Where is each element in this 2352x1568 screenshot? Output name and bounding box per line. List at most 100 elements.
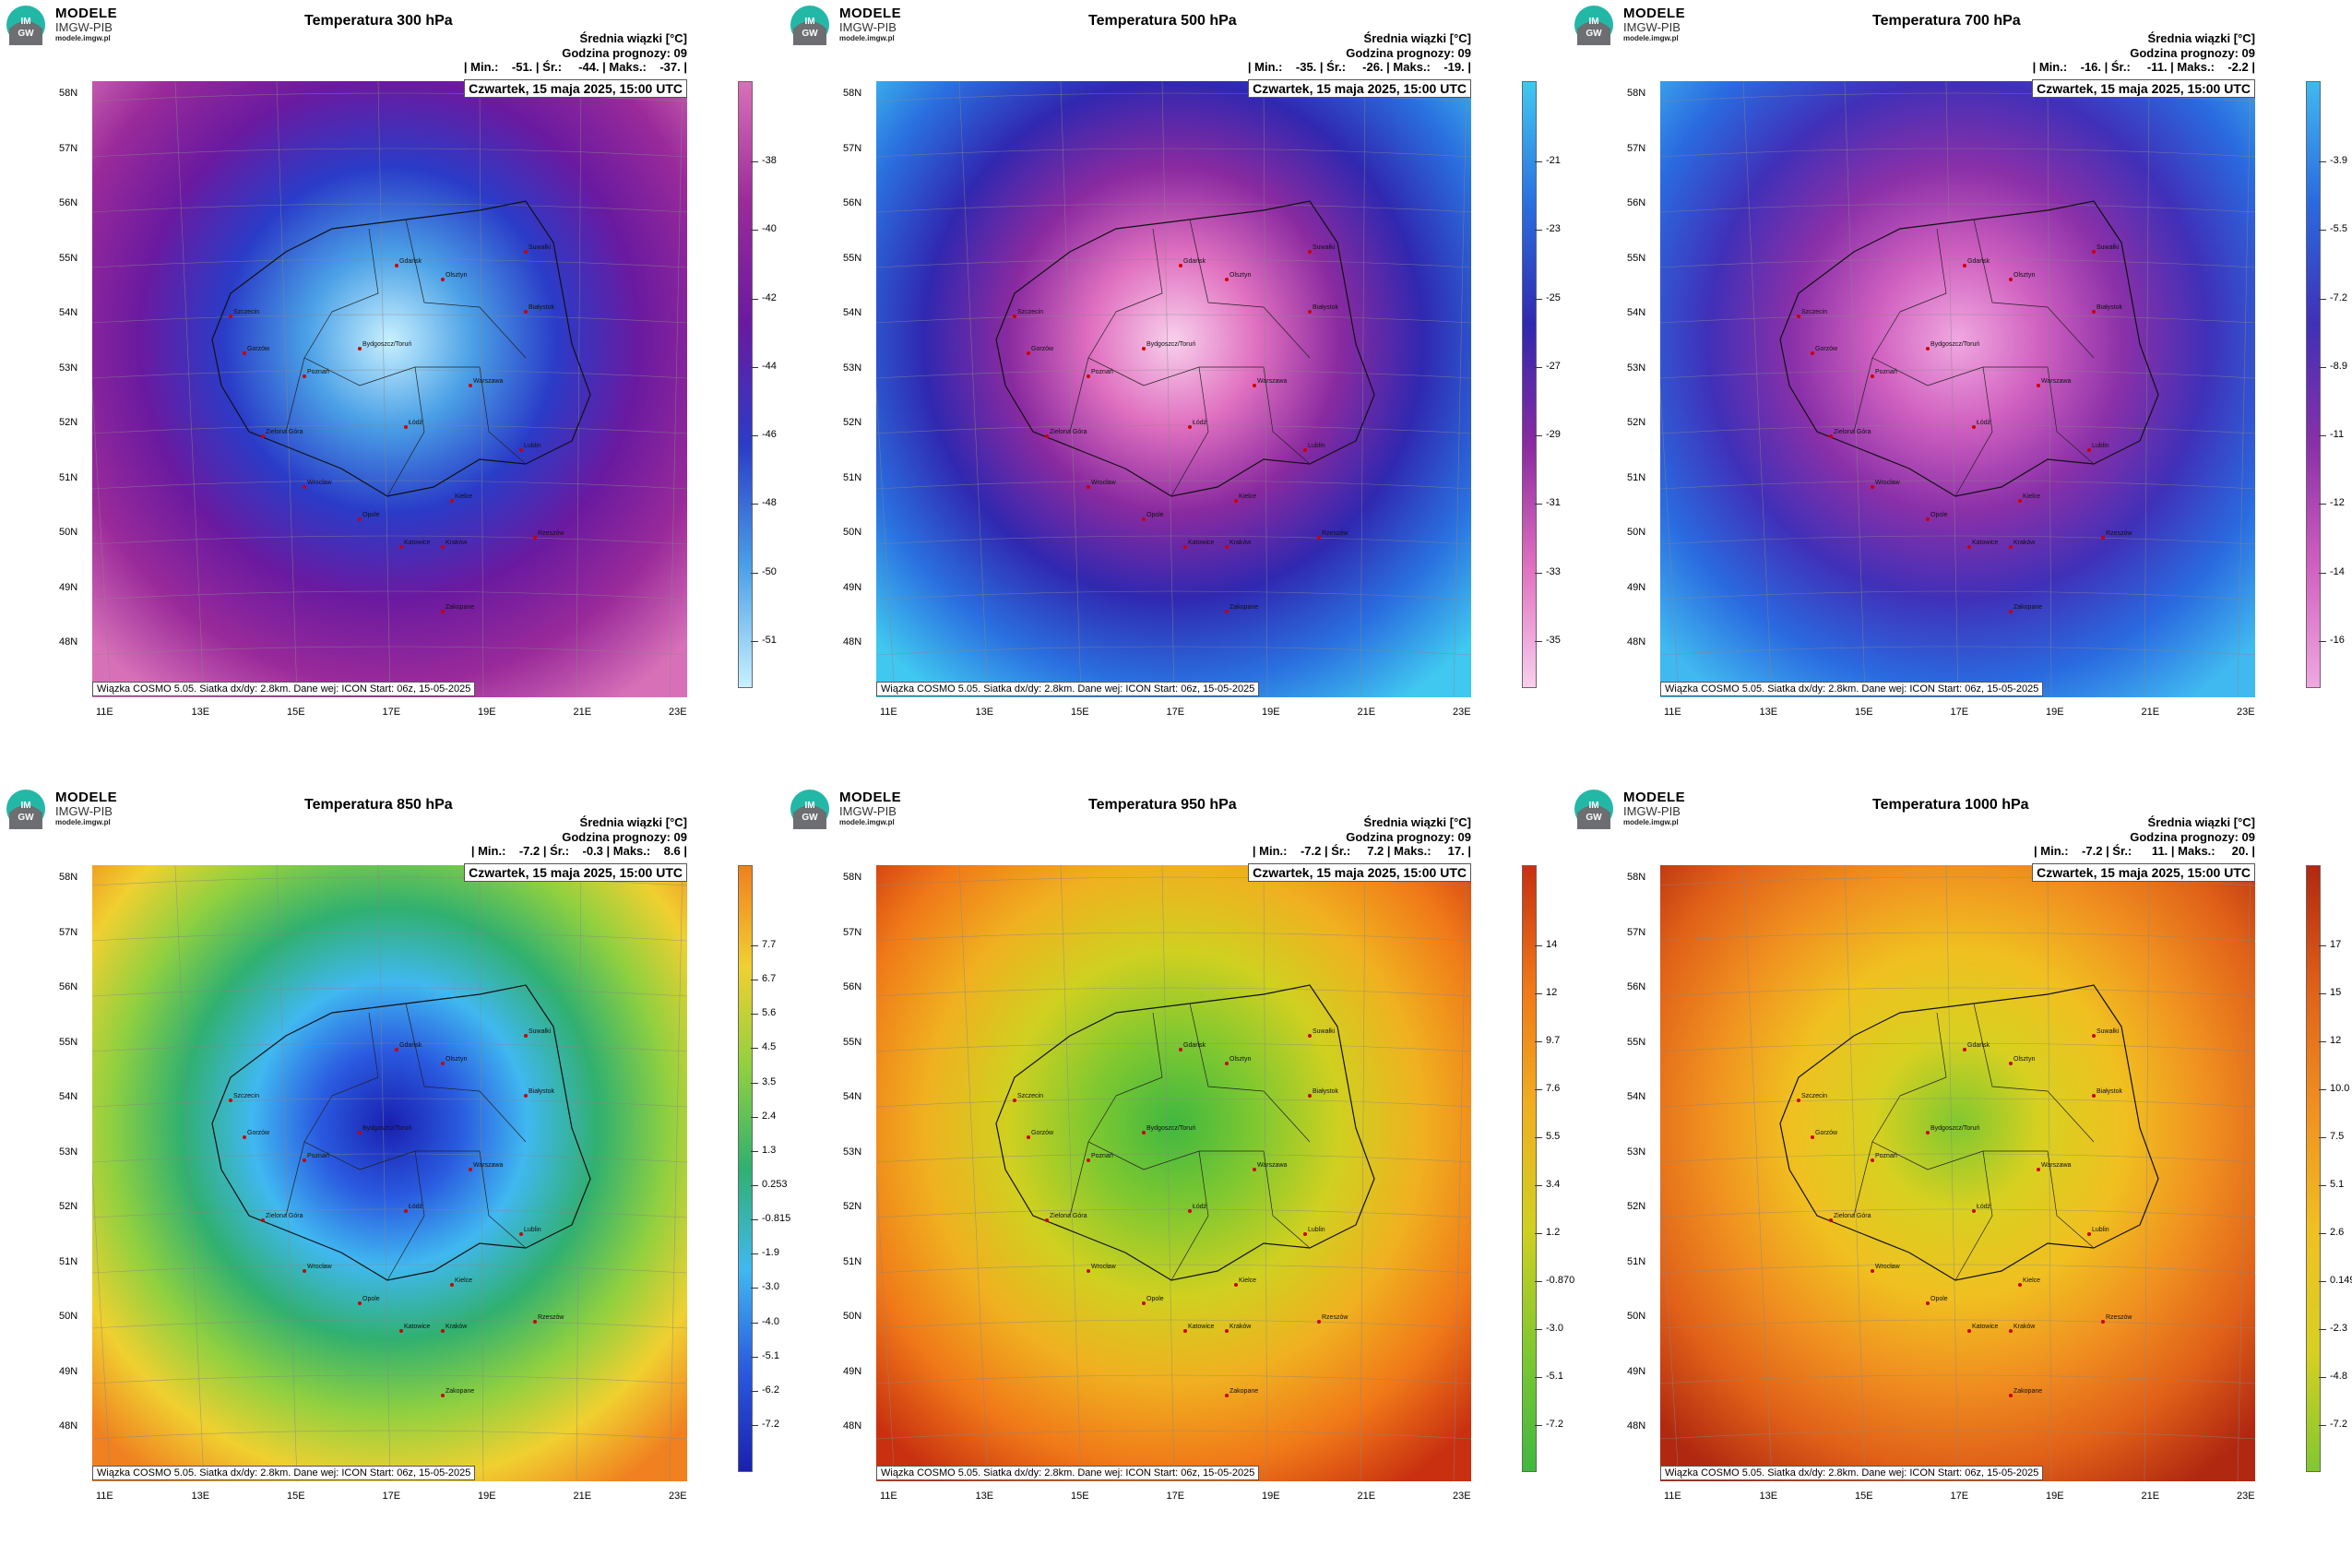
colorbar-tick-label: -4.0 xyxy=(751,1315,779,1327)
city-marker xyxy=(1188,1209,1192,1213)
city-marker xyxy=(1225,278,1229,281)
colorbar-tick-label: 14 xyxy=(1534,939,1558,950)
svg-text:GW: GW xyxy=(802,29,818,39)
brand-url: modele.imgw.pl xyxy=(55,34,111,42)
forecast-panel: IM GW MODELE IMGW-PIB modele.imgw.pl Temperat… xyxy=(0,0,784,784)
imgw-logo: IM GW xyxy=(1574,790,1613,829)
latitude-label: 52N xyxy=(59,1201,78,1212)
latitude-label: 50N xyxy=(59,527,78,538)
longitude-label: 21E xyxy=(2141,1491,2160,1502)
city-marker xyxy=(303,1158,306,1162)
city-label: Rzeszów xyxy=(538,1314,564,1321)
longitude-label: 17E xyxy=(1950,707,1969,718)
colorbar-tick-label: 1.3 xyxy=(750,1144,777,1156)
longitude-label: 11E xyxy=(1664,707,1681,718)
city-marker xyxy=(229,1099,232,1102)
brand-subtitle: IMGW-PIB xyxy=(839,804,897,818)
temperature-map: Gdańsk Olsztyn Białystok Bydgoszcz/Toruń Szc… xyxy=(1660,865,2255,1481)
city-marker xyxy=(469,384,472,387)
latitude-label: 50N xyxy=(843,1311,862,1322)
city-label: Lublin xyxy=(2092,443,2109,449)
longitude-label: 17E xyxy=(1950,1491,1969,1502)
city-label: Gdańsk xyxy=(1967,1042,1990,1049)
brand-url: modele.imgw.pl xyxy=(55,818,111,826)
city-label: Warszawa xyxy=(473,1162,504,1169)
colorbar-tick-label: -11 xyxy=(2318,429,2345,441)
brand-title: MODELE xyxy=(1623,790,1686,805)
city-label: Katowice xyxy=(404,1324,431,1330)
forecast-hour-label: Godzina prognozy: 09 xyxy=(562,830,687,844)
longitude-label: 21E xyxy=(2141,707,2160,718)
longitude-label: 11E xyxy=(880,1491,897,1502)
city-marker xyxy=(2092,250,2096,254)
stats-line: | Min.: -35. | Śr.: -26. | Maks.: -19. | xyxy=(1247,60,1471,74)
city-label: Gorzów xyxy=(247,346,270,352)
city-marker xyxy=(1142,1301,1146,1305)
latitude-label: 50N xyxy=(843,527,862,538)
city-marker xyxy=(2009,278,2013,281)
ensemble-mean-label: Średnia wiązki [°C] xyxy=(2147,815,2255,829)
city-label: Łódź xyxy=(1977,420,1991,426)
model-footer: Wiązka COSMO 5.05. Siatka dx/dy: 2.8km. … xyxy=(92,1466,476,1480)
city-label: Bydgoszcz/Toruń xyxy=(1146,1125,1195,1132)
longitude-label: 19E xyxy=(478,707,496,718)
colorbar-tick-label: -48 xyxy=(751,497,777,509)
latitude-label: 52N xyxy=(1627,1201,1646,1212)
colorbar-tick-label: -50 xyxy=(751,565,777,577)
city-marker xyxy=(1234,499,1238,503)
city-label: Szczecin xyxy=(1017,1093,1043,1099)
colorbar-tick-label: -44 xyxy=(751,360,777,372)
city-label: Suwałki xyxy=(2097,244,2120,251)
city-marker xyxy=(2037,384,2040,387)
city-marker xyxy=(358,517,362,521)
city-label: Białystok xyxy=(529,1088,555,1095)
city-label: Wrocław xyxy=(1091,1264,1117,1270)
latitude-label: 55N xyxy=(843,252,862,264)
colorbar-tick-label: -21 xyxy=(1535,155,1561,166)
longitude-label: 19E xyxy=(478,1491,496,1502)
latitude-label: 53N xyxy=(59,362,78,374)
city-marker xyxy=(519,1232,523,1236)
colorbar-tick-label: -16 xyxy=(2319,635,2345,646)
city-marker xyxy=(1303,448,1307,452)
latitude-label: 53N xyxy=(1627,362,1646,374)
latitude-label: 57N xyxy=(59,142,78,154)
latitude-label: 57N xyxy=(1627,926,1646,938)
city-label: Kraków xyxy=(1229,1324,1252,1330)
svg-text:IM: IM xyxy=(804,17,814,27)
city-label: Szczecin xyxy=(233,1093,259,1099)
city-marker xyxy=(1225,1062,1229,1065)
city-marker xyxy=(243,1135,246,1139)
city-label: Białystok xyxy=(1313,1088,1339,1095)
latitude-label: 50N xyxy=(1627,1311,1646,1322)
city-label: Poznań xyxy=(307,1153,329,1159)
city-marker xyxy=(1797,315,1800,318)
latitude-label: 57N xyxy=(59,926,78,938)
city-marker xyxy=(399,545,403,549)
city-marker xyxy=(1871,374,1874,378)
city-marker xyxy=(2009,610,2013,613)
brand-url: modele.imgw.pl xyxy=(1623,818,1679,826)
city-marker xyxy=(229,315,232,318)
city-marker xyxy=(1871,485,1874,489)
city-label: Gdańsk xyxy=(399,1042,422,1049)
latitude-label: 54N xyxy=(843,1091,862,1102)
city-label: Gdańsk xyxy=(1183,258,1206,265)
panel-title: Temperatura 700 hPa xyxy=(1872,13,2021,29)
city-label: Rzeszów xyxy=(2106,1314,2132,1321)
ensemble-mean-label: Średnia wiązki [°C] xyxy=(1363,31,1471,45)
city-marker xyxy=(1871,1269,1874,1273)
city-marker xyxy=(1811,351,1814,355)
valid-date: Czwartek, 15 maja 2025, 15:00 UTC xyxy=(1248,863,1471,882)
longitude-label: 23E xyxy=(2237,707,2255,718)
latitude-label: 53N xyxy=(843,362,862,374)
latitude-label: 56N xyxy=(59,197,78,208)
longitude-label: 19E xyxy=(1262,707,1280,718)
city-label: Zielona Góra xyxy=(1834,1213,1871,1219)
city-marker xyxy=(1926,1301,1930,1305)
city-label: Opole xyxy=(362,1296,380,1302)
longitude-label: 23E xyxy=(1453,707,1471,718)
longitude-label: 15E xyxy=(1855,707,1873,718)
city-marker xyxy=(441,278,445,281)
city-label: Zakopane xyxy=(445,604,474,611)
